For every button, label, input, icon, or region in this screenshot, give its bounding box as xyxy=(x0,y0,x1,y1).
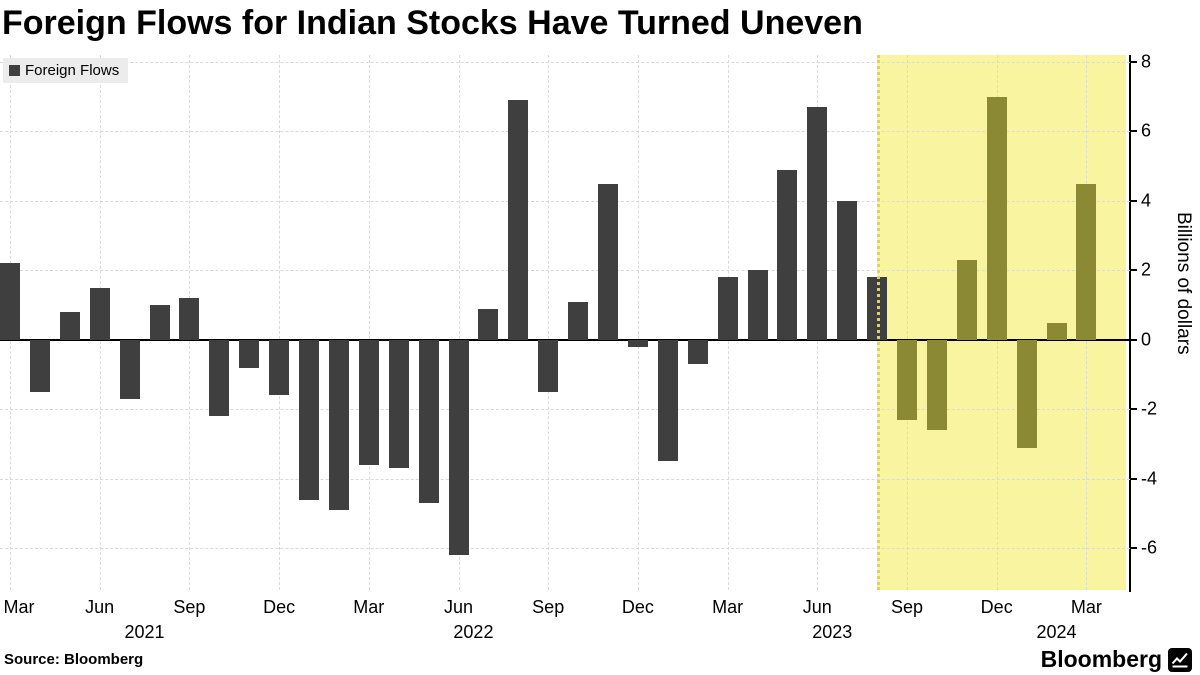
y-tick-label: 8 xyxy=(1141,51,1152,72)
x-tick-label: Sep xyxy=(173,597,206,617)
bar xyxy=(149,305,170,340)
h-gridline xyxy=(0,131,1130,133)
bar xyxy=(418,339,439,504)
bar xyxy=(209,339,230,417)
chart-title: Foreign Flows for Indian Stocks Have Tur… xyxy=(2,4,863,42)
bar xyxy=(388,339,409,469)
y-tick-label: 2 xyxy=(1141,259,1152,280)
x-tick-label: Jun xyxy=(443,597,474,617)
bar xyxy=(478,308,499,340)
bar xyxy=(956,259,977,340)
bar xyxy=(538,339,559,392)
h-gridline xyxy=(0,409,1130,411)
bar xyxy=(747,270,768,340)
x-tick-label: Sep xyxy=(890,597,924,617)
y-tick-label: -4 xyxy=(1141,468,1158,489)
right-axis-line xyxy=(1129,55,1131,592)
x-tick-label: Mar xyxy=(3,597,35,617)
bar xyxy=(926,339,947,431)
bar xyxy=(627,339,648,347)
x-tick-label: Dec xyxy=(621,597,654,617)
bar xyxy=(598,183,618,340)
y-tick-mark xyxy=(1131,269,1137,272)
y-tick-label: -6 xyxy=(1141,537,1158,558)
bar xyxy=(717,277,738,340)
x-tick-label: Mar xyxy=(353,597,385,617)
y-tick-mark xyxy=(1131,547,1137,550)
bar xyxy=(119,339,140,399)
bar xyxy=(837,200,858,340)
legend: Foreign Flows xyxy=(3,58,129,83)
bar xyxy=(179,298,200,340)
bar xyxy=(299,339,319,500)
v-gridline xyxy=(458,55,460,590)
year-label: 2024 xyxy=(1036,622,1077,642)
bar xyxy=(1016,339,1037,448)
v-gridline xyxy=(279,55,281,590)
y-tick-label: -2 xyxy=(1141,398,1158,419)
bar xyxy=(897,339,917,420)
zero-baseline xyxy=(0,338,1130,341)
bar xyxy=(508,100,529,340)
v-gridline xyxy=(548,55,550,590)
bar xyxy=(89,287,110,340)
x-tick-label: Jun xyxy=(802,597,832,617)
x-tick-label: Dec xyxy=(980,597,1013,617)
year-label: 2022 xyxy=(453,622,494,642)
bar xyxy=(777,169,798,340)
x-tick-label: Sep xyxy=(532,597,565,617)
x-tick-label: Mar xyxy=(1070,597,1102,617)
h-gridline xyxy=(0,61,1130,63)
h-gridline xyxy=(0,200,1130,202)
bar xyxy=(59,312,80,340)
x-tick-label: Dec xyxy=(263,597,296,617)
h-gridline xyxy=(0,270,1130,272)
bar xyxy=(448,339,469,556)
bar xyxy=(986,96,1007,340)
x-tick-label: Mar xyxy=(712,597,744,617)
bar xyxy=(0,263,20,340)
y-tick-mark xyxy=(1131,477,1137,480)
bar xyxy=(1046,322,1067,340)
bar xyxy=(358,339,379,465)
v-gridline xyxy=(637,55,639,590)
bar xyxy=(568,301,589,340)
bar xyxy=(657,339,678,462)
bloomberg-logo-icon xyxy=(1168,647,1192,672)
h-gridline xyxy=(0,548,1130,550)
plot-area: Foreign Flows xyxy=(0,55,1130,590)
bloomberg-logo: Bloomberg xyxy=(1041,646,1192,673)
bar xyxy=(29,339,50,392)
bar xyxy=(687,339,708,365)
y-tick-mark xyxy=(1131,199,1137,202)
bar xyxy=(269,339,290,396)
y-tick-mark xyxy=(1131,60,1137,63)
bloomberg-wordmark: Bloomberg xyxy=(1040,646,1162,672)
bar xyxy=(239,339,260,368)
v-gridline xyxy=(368,55,370,590)
y-tick-label: 0 xyxy=(1141,329,1152,350)
y-tick-mark xyxy=(1131,408,1137,411)
x-tick-label: Jun xyxy=(85,597,115,617)
legend-label: Foreign Flows xyxy=(25,62,120,79)
year-label: 2023 xyxy=(812,622,853,642)
bar xyxy=(1076,183,1097,340)
bar xyxy=(328,339,349,511)
v-gridline xyxy=(907,55,908,590)
highlight-boundary-line xyxy=(877,55,881,590)
y-tick-mark xyxy=(1131,130,1137,133)
legend-swatch-icon xyxy=(9,65,20,76)
h-gridline xyxy=(0,478,1130,480)
y-axis-title: Billions of dollars xyxy=(1173,212,1194,355)
y-tick-label: 4 xyxy=(1141,190,1152,211)
bar xyxy=(807,107,828,340)
y-tick-label: 6 xyxy=(1141,120,1152,141)
source-text: Source: Bloomberg xyxy=(4,651,144,668)
y-tick-mark xyxy=(1131,338,1137,341)
year-label: 2021 xyxy=(124,622,165,642)
